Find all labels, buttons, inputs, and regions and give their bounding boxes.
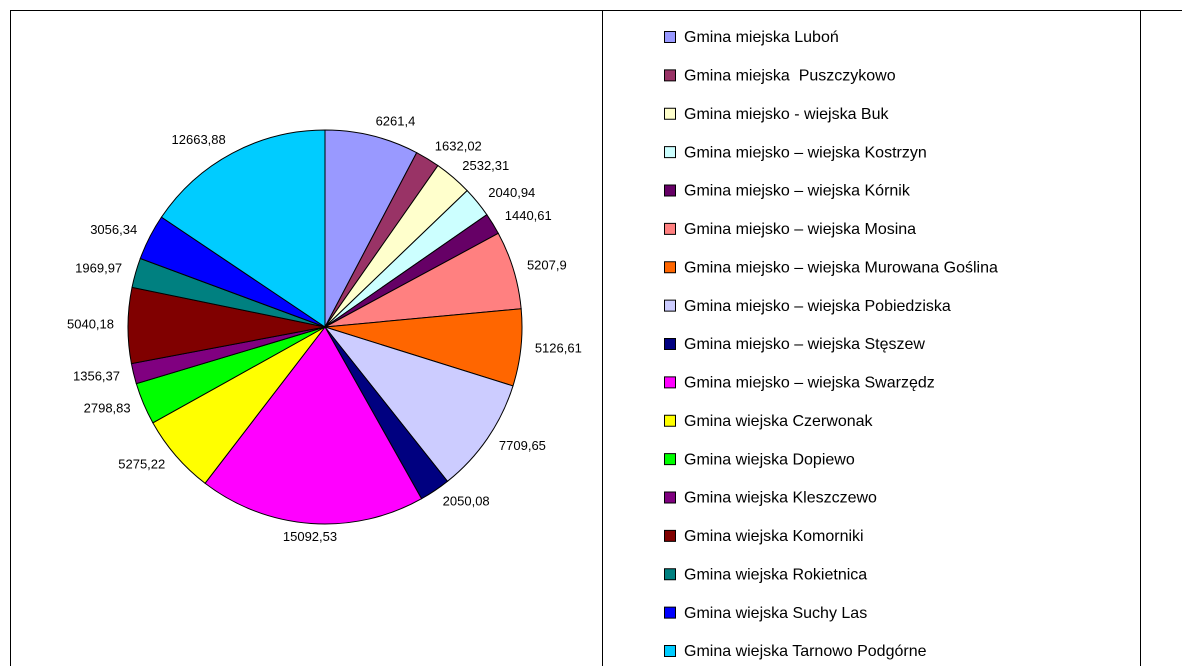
legend-swatch <box>664 107 676 120</box>
legend-swatch <box>664 453 676 466</box>
legend-label: Gmina miejsko – wiejska Stęszew <box>684 336 925 353</box>
legend-swatch <box>664 222 676 235</box>
legend-label: Gmina miejska Puszczykowo <box>684 68 896 85</box>
legend-label: Gmina wiejska Suchy Las <box>684 605 867 622</box>
legend-swatch <box>664 529 676 542</box>
legend-label: Gmina wiejska Komorniki <box>684 528 864 545</box>
data-label: 1632,02 <box>435 138 482 153</box>
legend-label: Gmina miejsko – wiejska Swarzędz <box>684 375 935 392</box>
data-label: 7709,65 <box>499 438 546 453</box>
data-label: 2040,94 <box>488 185 535 200</box>
legend-swatch <box>664 261 676 274</box>
pie-slice <box>324 129 418 328</box>
pie-slice <box>204 326 423 525</box>
legend-label: Gmina wiejska Rokietnica <box>684 566 867 583</box>
legend-swatch <box>664 376 676 389</box>
legend-label: Gmina wiejska Kleszczewo <box>684 490 877 507</box>
data-label: 15092,53 <box>283 529 337 544</box>
legend-label: Gmina miejsko – wiejska Murowana Goślina <box>684 259 998 276</box>
legend-swatch <box>664 69 676 82</box>
legend-swatch <box>664 491 676 504</box>
legend-label: Gmina miejsko – wiejska Kórnik <box>684 183 911 200</box>
data-label: 5275,22 <box>118 456 165 471</box>
legend-label: Gmina wiejska Tarnowo Podgórne <box>684 643 927 660</box>
data-label: 1356,37 <box>73 368 120 383</box>
legend-swatch <box>664 146 676 159</box>
legend-swatch <box>664 338 676 350</box>
legend-label: Gmina miejska Luboń <box>684 29 839 46</box>
data-label: 2532,31 <box>462 158 509 173</box>
legend-swatch <box>664 645 676 657</box>
legend-label: Gmina wiejska Czerwonak <box>684 413 874 430</box>
legend-label: Gmina miejsko – wiejska Pobiedziska <box>684 298 951 315</box>
data-label: 2798,83 <box>84 401 131 416</box>
data-label: 2050,08 <box>443 494 490 509</box>
legend-label: Gmina miejsko – wiejska Mosina <box>684 221 916 238</box>
data-label: 1440,61 <box>505 208 552 223</box>
legend-swatch <box>664 606 676 619</box>
data-label: 5126,61 <box>535 341 582 356</box>
pie-slice <box>160 129 326 328</box>
legend-swatch <box>664 31 676 43</box>
legend-swatch <box>664 299 676 312</box>
data-label: 5040,18 <box>67 317 114 332</box>
data-label: 1969,97 <box>75 260 122 275</box>
data-label: 3056,34 <box>90 222 137 237</box>
legend-label: Gmina miejsko – wiejska Kostrzyn <box>684 144 927 161</box>
data-label: 12663,88 <box>172 132 226 147</box>
legend-label: Gmina miejsko - wiejska Buk <box>684 106 890 123</box>
data-label: 5207,9 <box>527 257 567 272</box>
legend-swatch <box>664 414 676 427</box>
legend-swatch <box>664 184 676 197</box>
pie-slice <box>323 326 514 483</box>
legend-label: Gmina wiejska Dopiewo <box>684 451 855 468</box>
data-label: 6261,4 <box>376 114 416 129</box>
legend-swatch <box>664 568 676 581</box>
